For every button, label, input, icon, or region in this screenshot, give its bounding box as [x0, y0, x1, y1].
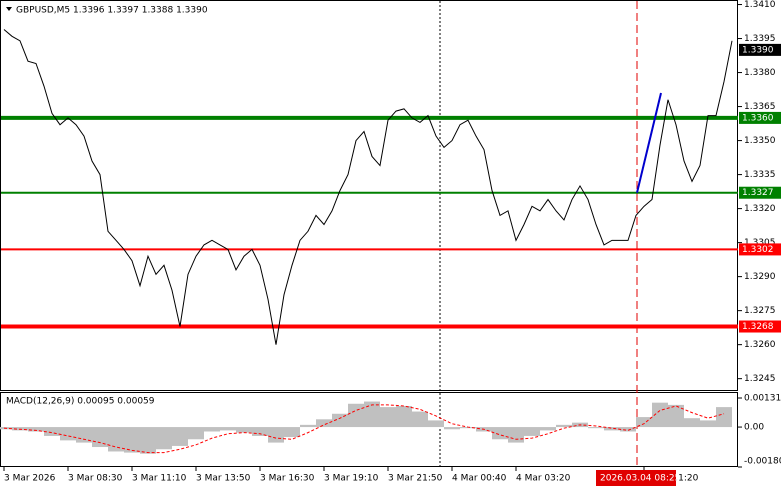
macd-bar	[364, 401, 380, 428]
macd-bar	[700, 420, 716, 428]
macd-bar	[524, 427, 540, 436]
macd-bar	[348, 403, 364, 428]
macd-bar	[172, 427, 188, 446]
macd-bar	[252, 427, 268, 436]
macd-bar	[12, 427, 28, 431]
macd-bar	[284, 427, 300, 438]
signal-line	[3, 404, 725, 454]
level-label: 1.3268	[742, 322, 774, 332]
y-tick-label: 1.3335	[744, 170, 776, 180]
macd-pane	[0, 392, 738, 467]
macd-bar	[620, 427, 636, 432]
macd-bar	[412, 411, 428, 428]
x-tick-label: 3 Mar 19:10	[324, 474, 379, 484]
macd-bar	[92, 427, 108, 448]
x-tick-label: 3 Mar 13:50	[196, 474, 251, 484]
macd-bar	[44, 427, 60, 436]
macd-bar	[108, 427, 124, 452]
macd-bar	[60, 427, 76, 441]
macd-title: MACD(12,26,9) 0.00095 0.00059	[6, 397, 155, 407]
y-tick-label: 1.3365	[744, 102, 776, 112]
macd-bar	[428, 420, 444, 428]
y-tick-label: -0.00180	[744, 457, 781, 467]
y-tick-label: 1.3305	[744, 238, 776, 248]
cursor-label: 2026.03.04 08:25	[600, 474, 680, 484]
level-label: 1.3327	[742, 188, 774, 198]
level-label-bg	[739, 111, 781, 124]
level-label-bg	[739, 243, 781, 256]
price-pane	[0, 0, 738, 391]
macd-bar	[220, 427, 236, 431]
macd-bar	[588, 427, 604, 429]
macd-bar	[636, 417, 652, 428]
macd-bar	[316, 419, 332, 428]
trend-line	[636, 92, 662, 193]
macd-bar	[556, 424, 572, 428]
macd-bar	[156, 427, 172, 450]
level-label: 1.3360	[742, 113, 774, 123]
menu-arrow	[6, 7, 12, 11]
macd-bar	[716, 407, 732, 428]
macd-bar	[204, 427, 220, 432]
y-tick-label: 1.3350	[744, 136, 776, 146]
macd-bar	[508, 427, 524, 443]
y-tick-label: 1.3275	[744, 306, 776, 316]
level-label-bg	[739, 186, 781, 199]
macd-bar	[140, 427, 156, 454]
macd-bar	[668, 404, 684, 428]
macd-bar	[268, 427, 284, 443]
macd-bar	[236, 427, 252, 433]
y-tick-label: 1.3410	[744, 0, 776, 10]
macd-bar	[460, 427, 476, 429]
x-tick-label: 4 Mar 00:40	[452, 474, 507, 484]
cursor-label-bg	[596, 470, 676, 486]
macd-bar	[396, 405, 412, 428]
y-tick-label: 0.00	[744, 423, 764, 433]
chart-header: GBPUSD,M5 1.3396 1.3397 1.3388 1.3390	[16, 6, 208, 16]
macd-bar	[540, 427, 556, 431]
price-label: 1.3390	[742, 45, 774, 55]
macd-bar	[444, 427, 460, 430]
macd-bar	[492, 427, 508, 440]
y-tick-label: 1.3245	[744, 374, 776, 384]
macd-bar	[604, 427, 620, 431]
y-tick-label: 1.3260	[744, 340, 776, 350]
macd-bar	[124, 427, 140, 453]
x-tick-label: 3 Mar 2026	[4, 474, 56, 484]
y-tick-label: 1.3380	[744, 68, 776, 78]
x-tick-label: 3 Mar 11:10	[132, 474, 187, 484]
x-tick-label: 3 Mar 16:30	[260, 474, 315, 484]
macd-bar	[28, 427, 44, 432]
price-line	[3, 29, 733, 345]
macd-bar	[300, 424, 316, 428]
x-tick-label: 3 Mar 08:30	[68, 474, 123, 484]
x-tick-label: 4 Mar 03:20	[516, 474, 571, 484]
macd-bar	[380, 407, 396, 428]
y-tick-label: 1.3395	[744, 34, 776, 44]
macd-bar	[332, 413, 348, 428]
macd-bar	[188, 427, 204, 440]
level-label-bg	[739, 320, 781, 333]
price-label-bg	[739, 43, 781, 56]
x-tick-label: 3 Mar 21:50	[388, 474, 443, 484]
y-tick-label: 0.00131	[744, 394, 781, 404]
macd-bar	[652, 402, 668, 428]
level-label: 1.3302	[742, 245, 774, 255]
macd-bar	[684, 418, 700, 428]
y-tick-label: 1.3320	[744, 204, 776, 214]
y-tick-label: 1.3290	[744, 272, 776, 282]
